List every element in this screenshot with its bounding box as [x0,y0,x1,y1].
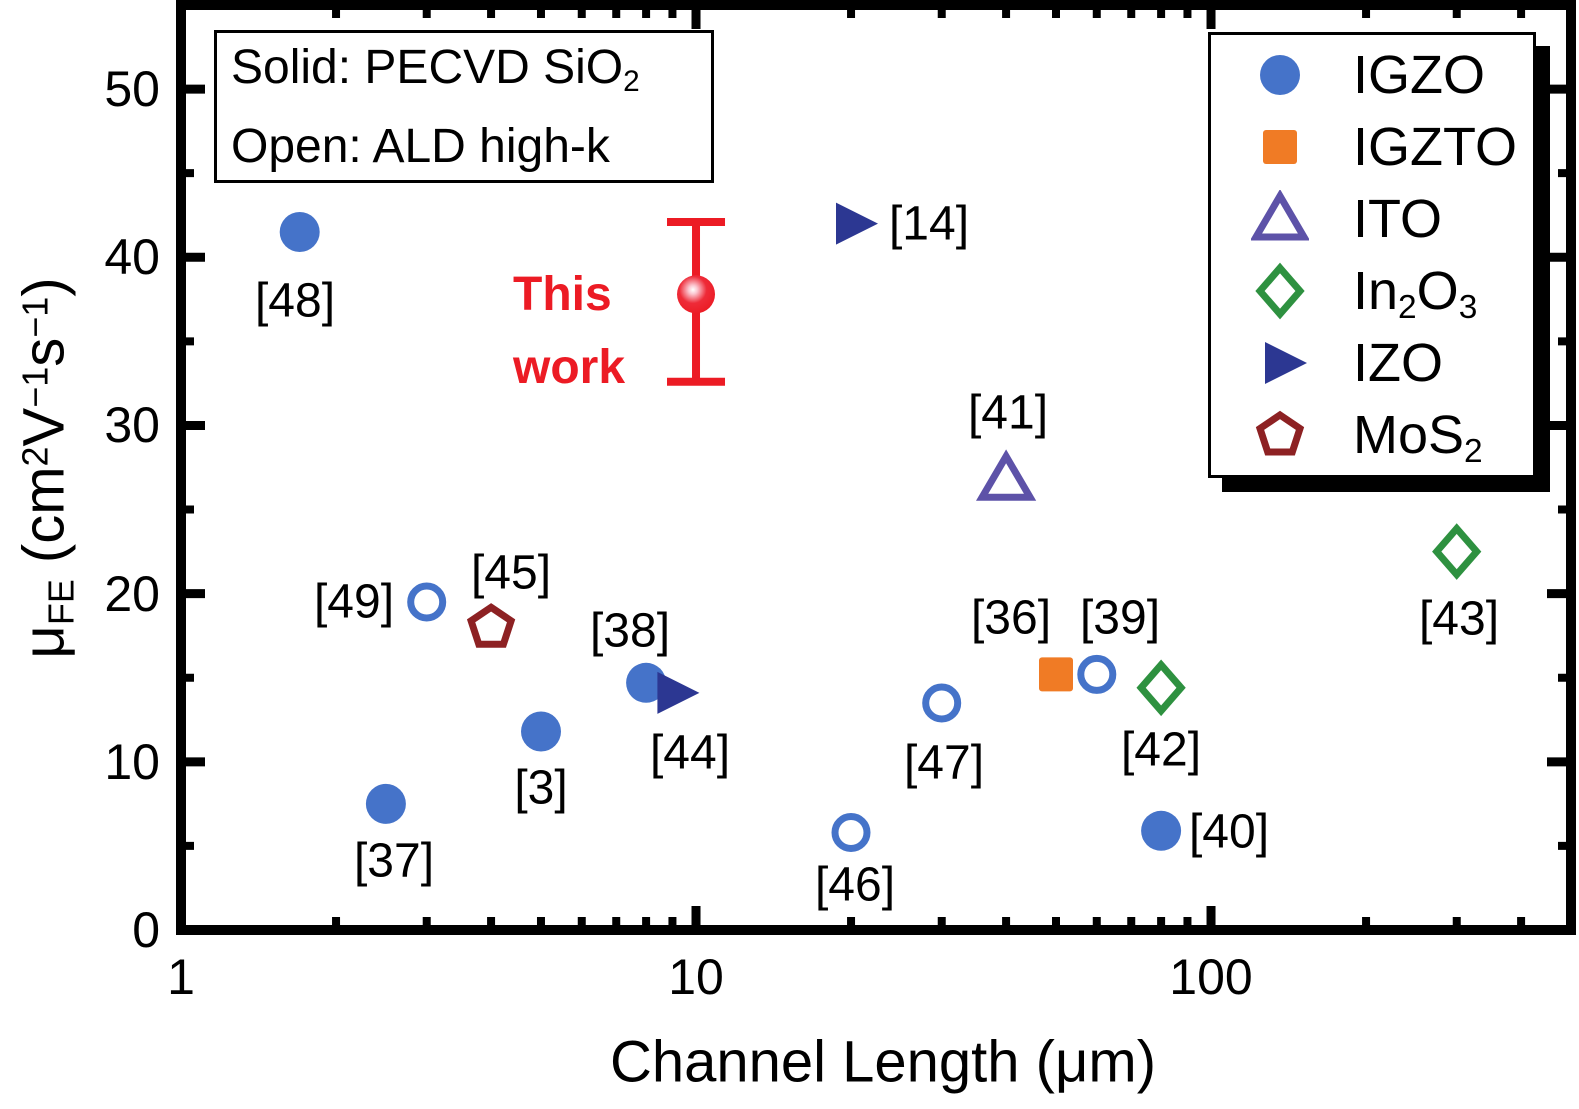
y-tick-label-30: 30 [104,397,160,453]
point-label-44: [44] [649,726,731,780]
point-label-41: [41] [967,386,1049,440]
point-label-47: [47] [903,736,985,790]
annotation-line-solid: Solid: PECVD SiO2 [231,40,640,98]
y-tick-label-50: 50 [104,61,160,117]
y-tick-label-40: 40 [104,229,160,285]
legend: IGZO IGZTO ITO In2O3 IZO MoS2 [1208,32,1536,478]
point-label-49: [49] [313,575,395,629]
data-point-39-IGZO [1077,654,1117,694]
plot-frame [176,0,1576,935]
this-work-point [677,275,716,314]
legend-marker-izo-icon [1265,342,1307,384]
this-work-line-1: This [513,268,612,321]
y-axis-title: μFE (cm2V−1s−1) [11,277,82,659]
axis-ticks [176,0,1576,935]
data-point-48-IGZO [279,212,320,252]
point-label-37: [37] [353,834,435,888]
y-tick-label-20: 20 [104,566,160,622]
legend-item-mos2: MoS2 [1211,399,1533,471]
x-tick-label-1: 1 [167,949,195,1005]
legend-item-izo: IZO [1211,327,1533,399]
legend-marker-igzo-icon [1260,55,1300,95]
legend-marker-ito-icon [1251,190,1309,241]
legend-label-ito: ITO [1353,189,1443,249]
x-axis-title: Channel Length (μm) [609,1029,1157,1095]
data-point-38-IGZO [626,662,667,703]
data-point-41-ITO [975,449,1037,501]
legend-label-igzo: IGZO [1353,45,1485,105]
annotation-line-open: Open: ALD high-k [231,119,610,173]
legend-marker-in2o3-icon [1255,262,1305,320]
y-tick-label-0: 0 [132,902,160,958]
point-label-38: [38] [589,604,671,658]
this-work-label: This work [513,258,625,404]
legend-label-mos2: MoS2 [1353,405,1483,471]
data-point-14-IZO [836,202,878,245]
y-tick-label-10: 10 [104,734,160,790]
data-point-46-IGZO [831,813,871,852]
data-point-42-In2O3 [1136,659,1186,717]
legend-item-igzto: IGZTO [1211,111,1533,183]
data-point-37-IGZO [365,783,406,824]
point-label-40: [40] [1188,805,1270,859]
point-label-39: [39] [1079,591,1161,645]
legend-marker-igzto-icon [1263,130,1297,164]
x-tick-label-100: 100 [1169,949,1253,1005]
point-label-45: [45] [470,546,552,600]
legend-item-igzo: IGZO [1211,39,1533,111]
data-point-45-MoS2 [466,603,516,648]
data-point-44-IZO [657,671,700,714]
legend-label-in2o3: In2O3 [1353,261,1478,327]
annotation-box: Solid: PECVD SiO2 Open: ALD high-k [214,30,714,183]
point-label-14: [14] [888,197,970,251]
data-point-43-In2O3 [1432,523,1482,580]
this-work-line-2: work [513,341,626,394]
legend-label-izo: IZO [1353,333,1443,393]
legend-label-igzto: IGZTO [1353,117,1518,177]
data-point-49-IGZO [407,582,447,622]
legend-marker-mos2-icon [1255,410,1305,456]
point-label-48: [48] [254,274,336,328]
point-label-46: [46] [814,858,896,912]
legend-item-in2o3: In2O3 [1211,255,1533,327]
point-label-43: [43] [1418,592,1500,646]
data-point-3-IGZO [521,711,561,752]
legend-item-ito: ITO [1211,183,1533,255]
point-label-3: [3] [514,761,568,815]
x-tick-label-10: 10 [668,949,724,1005]
data-point-36-IGZTO [1039,657,1073,692]
point-label-36: [36] [970,591,1052,645]
data-point-47-IGZO [922,683,962,723]
point-label-42: [42] [1120,723,1202,777]
data-point-40-IGZO [1141,810,1182,851]
